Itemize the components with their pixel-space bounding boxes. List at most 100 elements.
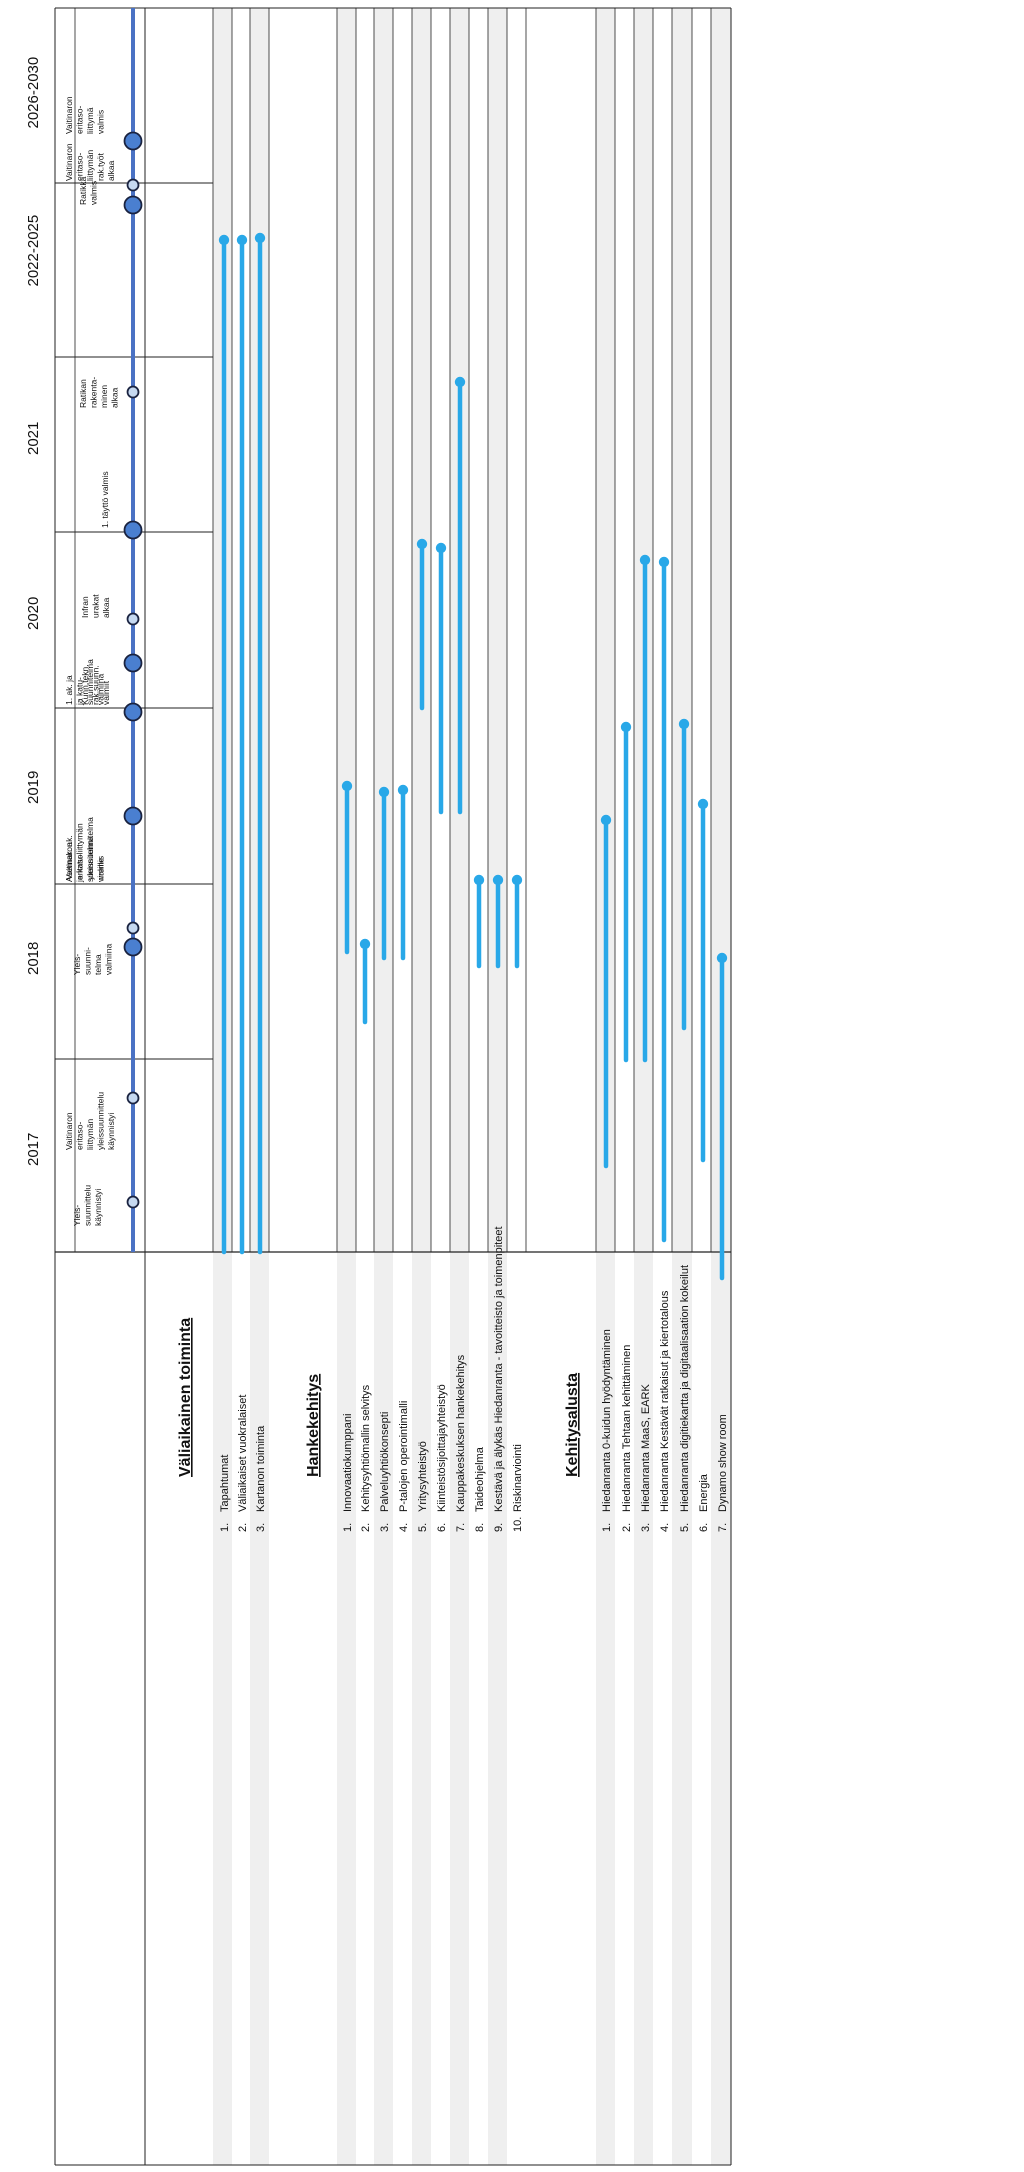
row-label: Kauppakeskuksen hankekehitys [455, 1354, 467, 1512]
row-label: Hiedanranta MaaS, EARK [640, 1384, 652, 1512]
milestone-label: ja katu- [75, 854, 85, 883]
milestone-label: vireille [96, 858, 106, 882]
milestone-label: Kunn.tekn. [80, 664, 90, 705]
row-number: 3. [255, 1523, 267, 1532]
row-number: 7. [717, 1523, 729, 1532]
task-bar-end-dot [416, 538, 428, 550]
milestone-minor [126, 385, 140, 399]
row-band [634, 8, 653, 2165]
task-bar-end-dot [378, 786, 390, 798]
milestone-label: valmiina [96, 674, 106, 705]
row-number: 3. [379, 1523, 391, 1532]
milestone-label: suunnitelma [85, 659, 95, 705]
milestone-label: urakat [91, 594, 101, 618]
milestone-label: 1. täyttö valmis [100, 471, 110, 528]
milestone-label: liittymän [85, 1119, 95, 1150]
milestone-label: minen [99, 385, 109, 408]
row-number: 5. [417, 1523, 429, 1532]
milestone-label: Asemak. ak. [64, 835, 74, 882]
section-title: Hankekehitys [305, 1374, 322, 1477]
row-label: Taideohjelma [474, 1446, 486, 1512]
task-bar-end-dot [397, 784, 409, 796]
milestone-label: Yleis- [72, 1205, 82, 1226]
row-label: Kehitysyhtiömallin selvitys [360, 1384, 372, 1512]
year-label: 2018 [25, 942, 42, 975]
row-number: 5. [679, 1523, 691, 1532]
year-label: 2017 [25, 1133, 42, 1166]
row-label: Energia [698, 1473, 710, 1512]
row-label: Väliaikaiset vuokralaiset [237, 1395, 249, 1512]
row-number: 2. [237, 1523, 249, 1532]
row-label: Yritysyhteistyö [417, 1441, 429, 1512]
milestone-label: alkaa [106, 160, 116, 181]
milestone-label: suunnitelma [85, 836, 95, 882]
milestone-major [123, 195, 143, 215]
year-label: 2026-2030 [25, 57, 42, 129]
row-band [450, 8, 469, 2165]
row-number: 4. [398, 1523, 410, 1532]
row-number: 4. [659, 1523, 671, 1532]
milestone-label: liittymän [85, 150, 95, 181]
row-label: Tapahtumat [219, 1455, 231, 1512]
milestone-label: Yleis- [72, 954, 82, 975]
task-bar-end-dot [678, 718, 690, 730]
task-bar-end-dot [600, 814, 612, 826]
row-label: Kiinteistösijoittajayhteistyö [436, 1384, 448, 1512]
row-band [488, 8, 507, 2165]
section-title: Kehitysalusta [564, 1373, 581, 1477]
row-label: P-talojen operointimalli [398, 1401, 410, 1512]
row-band [374, 8, 393, 2165]
milestone-label: Ratikka [78, 176, 88, 205]
milestone-label: valmis [89, 181, 99, 205]
task-bar-end-dot [236, 234, 248, 246]
milestone-label: Vaitinaron [64, 1112, 74, 1150]
row-band [412, 8, 431, 2165]
task-bar-end-dot [697, 798, 709, 810]
milestone-label: Ratikan [78, 379, 88, 408]
milestone-label: suunni- [83, 947, 93, 975]
task-bar-end-dot [658, 556, 670, 568]
milestone-minor [126, 1091, 140, 1105]
year-label: 2021 [25, 422, 42, 455]
milestone-minor [126, 612, 140, 626]
row-label: Riskinarviointi [512, 1444, 524, 1512]
row-number: 2. [621, 1523, 633, 1532]
milestone-label: valmis [96, 856, 106, 880]
row-label: Palveluyhtiökonsepti [379, 1412, 391, 1512]
task-bar-end-dot [639, 554, 651, 566]
milestone-label: yleissuunnitelma [85, 817, 95, 880]
row-label: Hiedanranta 0-kuidun hyödyntäminen [601, 1329, 613, 1512]
milestone-label: alkaa [101, 597, 111, 618]
milestone-label: Vaitinaron [64, 143, 74, 181]
row-label: Hiedanranta Tehtaan kehittäminen [621, 1345, 633, 1512]
year-label: 2019 [25, 771, 42, 804]
milestone-major [123, 702, 143, 722]
row-label: Hiedanranta digitiekartta ja digitaalisa… [679, 1265, 691, 1512]
row-number: 2. [360, 1523, 372, 1532]
row-label: Hiedanranta Kestävät ratkaisut ja kierto… [659, 1290, 671, 1512]
task-bar-end-dot [620, 721, 632, 733]
milestone-minor [126, 921, 140, 935]
row-number: 1. [219, 1523, 231, 1532]
milestone-label: yleissuunnittelu [96, 1092, 106, 1150]
milestone-label: käynnistyi [93, 1189, 103, 1226]
milestone-label: Vaitinaron [64, 96, 74, 134]
row-number: 10. [512, 1517, 524, 1532]
milestone-label: rakenta- [89, 377, 99, 408]
milestone-label: 1. ak. ja [64, 675, 74, 705]
milestone-major [123, 131, 143, 151]
milestone-label: rak.työt [96, 152, 106, 181]
milestone-label: eritaso- [75, 1121, 85, 1150]
milestone-major [123, 937, 143, 957]
row-label: Innovaatiokumppani [342, 1414, 354, 1512]
row-label: Dynamo show room [717, 1414, 729, 1512]
year-label: 2020 [25, 597, 42, 630]
task-bar-end-dot [716, 952, 728, 964]
milestone-major [123, 653, 143, 673]
milestone-minor [126, 1195, 140, 1209]
row-number: 6. [436, 1523, 448, 1532]
row-number: 7. [455, 1523, 467, 1532]
row-band [672, 8, 692, 2165]
